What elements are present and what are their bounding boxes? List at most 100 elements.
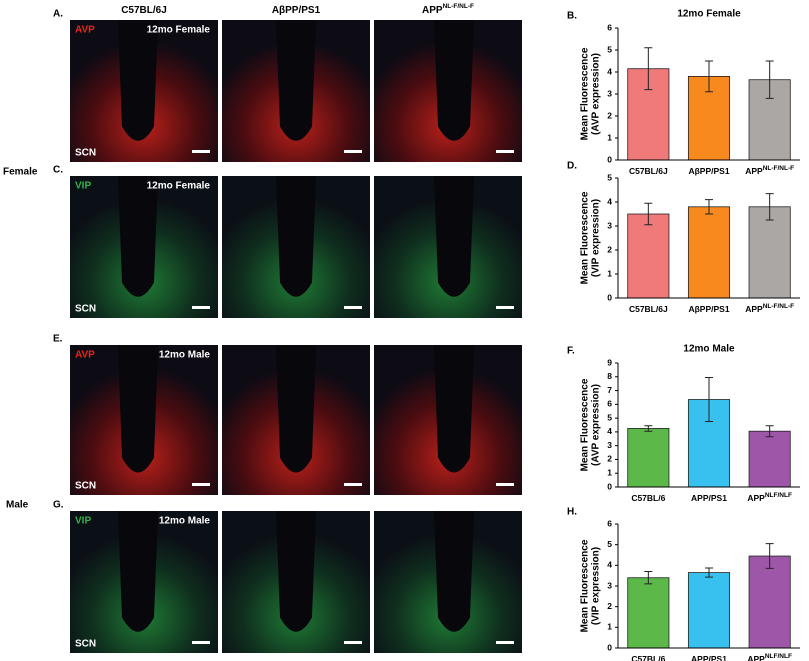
- y-tick-label: 6: [607, 22, 612, 32]
- x-tick-label: APP/PS1: [691, 493, 727, 503]
- ventricle: [276, 345, 316, 473]
- error-bar: [705, 567, 713, 578]
- row-label: Female: [3, 167, 38, 178]
- y-tick-label: 1: [607, 132, 612, 142]
- y-tick-label: 0: [607, 154, 612, 164]
- x-tick-label-base: APP: [745, 166, 763, 176]
- panel-letter: F.: [567, 346, 575, 357]
- chart-title: 12mo Female: [677, 9, 741, 20]
- x-tick-label-base: APP: [747, 493, 765, 503]
- y-tick-label: 9: [607, 357, 612, 367]
- bar: [748, 430, 791, 488]
- axes: [617, 524, 800, 649]
- x-tick-label: C57BL/6J: [629, 166, 668, 176]
- y-axis-label: (AVP expression): [591, 384, 602, 466]
- column-header-base: C57BL/6J: [121, 5, 167, 16]
- y-axis-label: Mean Fluorescence: [580, 539, 591, 632]
- bar: [627, 213, 670, 299]
- ventricle: [434, 511, 474, 632]
- ventricle: [118, 20, 158, 141]
- panel-letter: G.: [53, 500, 64, 511]
- panel-letter: D.: [567, 161, 577, 172]
- error-bar: [644, 202, 653, 226]
- scale-bar: [496, 306, 514, 309]
- bar: [627, 577, 670, 649]
- column-header: C57BL/6J: [121, 5, 167, 16]
- bar: [627, 428, 670, 488]
- x-tick-label-base: APP: [745, 304, 763, 314]
- y-tick-label: 8: [607, 371, 612, 381]
- ventricle: [276, 20, 316, 141]
- stain-label: AVP: [75, 25, 95, 36]
- y-axis-label: Mean Fluorescence: [580, 378, 591, 471]
- axes: [617, 178, 800, 299]
- y-tick-label: 0: [607, 292, 612, 302]
- y-tick-label: 2: [607, 110, 612, 120]
- error-bar: [705, 199, 713, 215]
- y-axis-label: (VIP expression): [591, 547, 602, 625]
- panel-letter: A.: [53, 9, 63, 20]
- scale-bar: [344, 641, 362, 644]
- scale-bar: [192, 150, 210, 153]
- panel-letter: C.: [53, 165, 63, 176]
- y-tick-label: 1: [607, 268, 612, 278]
- y-tick-label: 0: [607, 642, 612, 652]
- scale-bar: [496, 483, 514, 486]
- panel-letter: H.: [567, 507, 577, 518]
- x-tick-label-base: APP/PS1: [691, 493, 727, 503]
- scale-bar: [344, 306, 362, 309]
- y-tick-label: 2: [607, 244, 612, 254]
- y-tick-label: 3: [607, 440, 612, 450]
- y-axis-label: (VIP expression): [591, 199, 602, 277]
- column-header-sup: NL-F/NL-F: [443, 3, 474, 10]
- y-tick-label: 6: [607, 518, 612, 528]
- error-bar: [705, 60, 713, 93]
- x-tick-label-base: C57BL/6J: [629, 166, 668, 176]
- condition-label: 12mo Female: [147, 181, 211, 192]
- y-tick-label: 3: [607, 220, 612, 230]
- region-label: SCN: [75, 639, 96, 650]
- condition-label: 12mo Male: [159, 350, 211, 361]
- y-tick-label: 5: [607, 539, 612, 549]
- y-tick-label: 5: [607, 412, 612, 422]
- ventricle: [276, 511, 316, 632]
- y-tick-label: 4: [607, 196, 612, 206]
- y-tick-label: 2: [607, 454, 612, 464]
- x-tick-label-sup: NLF/NLF: [765, 653, 792, 660]
- x-tick-label-base: C57BL/6: [631, 493, 665, 503]
- column-header-base: APP: [422, 5, 443, 16]
- x-tick-label-base: APP: [747, 654, 765, 661]
- ventricle: [434, 20, 474, 141]
- x-tick-label: C57BL/6: [631, 654, 665, 661]
- stain-label: AVP: [75, 350, 95, 361]
- ventricle: [118, 176, 158, 297]
- ventricle: [276, 176, 316, 297]
- panel-letter: E.: [53, 334, 63, 345]
- ventricle: [118, 345, 158, 473]
- y-axis-label: Mean Fluorescence: [580, 47, 591, 140]
- ventricle: [434, 176, 474, 297]
- y-tick-label: 7: [607, 385, 612, 395]
- condition-label: 12mo Male: [159, 516, 211, 527]
- column-header-base: AβPP/PS1: [272, 5, 321, 16]
- y-tick-label: 1: [607, 467, 612, 477]
- bar: [687, 206, 731, 299]
- y-tick-label: 4: [607, 426, 612, 436]
- y-tick-label: 4: [607, 66, 612, 76]
- error-bar: [644, 47, 653, 91]
- y-axis-label: Mean Fluorescence: [580, 191, 591, 284]
- error-bar: [765, 543, 774, 569]
- x-tick-label: APPNL-F/NL-F: [745, 303, 794, 314]
- error-bar: [765, 60, 774, 99]
- panel-letter: B.: [567, 11, 577, 22]
- x-tick-label: AβPP/PS1: [688, 166, 729, 176]
- x-tick-label: C57BL/6J: [629, 304, 668, 314]
- x-tick-label-base: C57BL/6: [631, 654, 665, 661]
- y-tick-label: 5: [607, 172, 612, 182]
- y-axis-label: (AVP expression): [591, 53, 602, 135]
- x-tick-label-sup: NL-F/NL-F: [763, 303, 794, 310]
- x-tick-label: APP/PS1: [691, 654, 727, 661]
- error-bar: [765, 193, 774, 221]
- x-tick-label-base: C57BL/6J: [629, 304, 668, 314]
- region-label: SCN: [75, 304, 96, 315]
